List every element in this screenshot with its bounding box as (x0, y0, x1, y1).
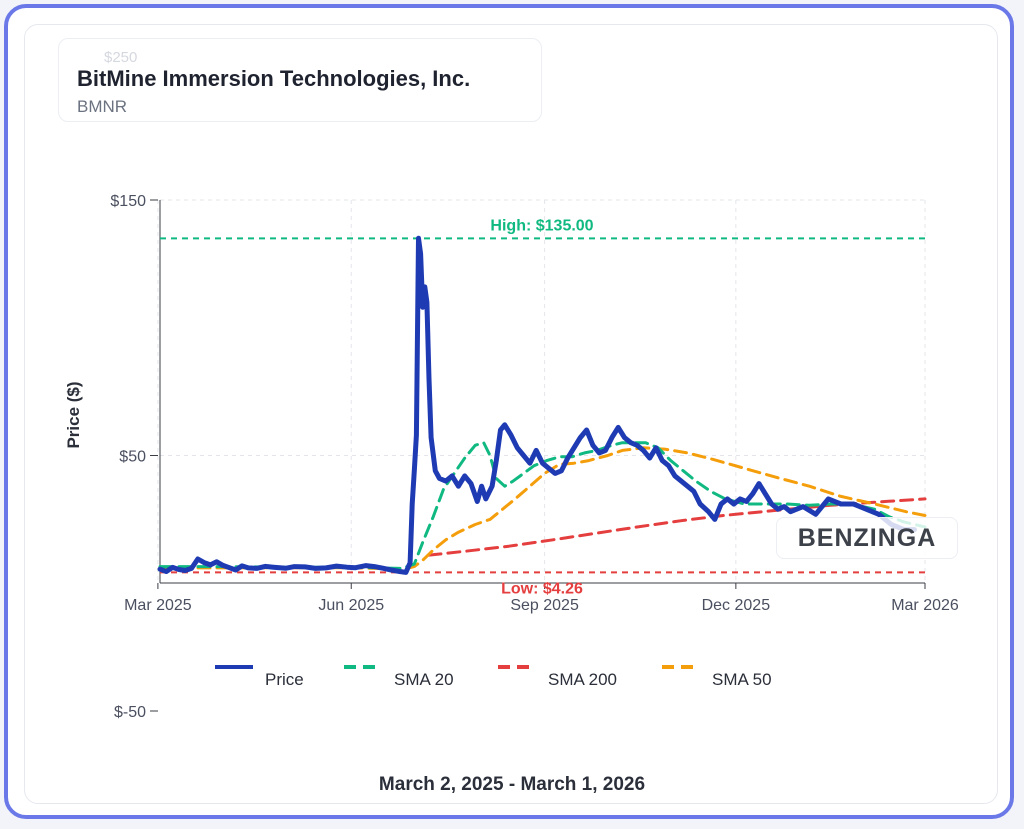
low-label: Low: $4.26 (501, 580, 583, 597)
axis-layer: $-50 $50 $150 Mar 2025 Jun 2025 Sep 2025 Dec 2… (110, 193, 958, 721)
series-line-sma20 (158, 441, 927, 570)
x-tick-label: Mar 2026 (891, 597, 959, 614)
header-box (58, 38, 542, 122)
series-line-sma200 (427, 497, 927, 557)
legend-label: SMA 200 (548, 670, 617, 689)
legend-item-price: Price (215, 665, 304, 689)
x-tick-label: Dec 2025 (702, 597, 771, 614)
legend-item-sma200: SMA 200 (498, 665, 617, 689)
legend-label: SMA 50 (712, 670, 772, 689)
y-tick-label: $50 (119, 449, 146, 466)
legend-item-sma50: SMA 50 (662, 665, 772, 689)
series-layer (157, 235, 927, 575)
y-axis-label: Price ($) (64, 381, 83, 448)
legend: Price SMA 20 SMA 200 SMA 50 (215, 665, 772, 689)
series-line-price (157, 235, 917, 575)
chart-card (24, 24, 998, 804)
legend-label: SMA 20 (394, 670, 454, 689)
x-tick-label: Sep 2025 (510, 597, 579, 614)
reference-lines: High: $135.00 Low: $4.26 (160, 217, 925, 597)
company-name: BitMine Immersion Technologies, Inc. (77, 66, 471, 91)
high-label: High: $135.00 (490, 217, 593, 234)
legend-item-sma20: SMA 20 (344, 665, 454, 689)
y-tick-label: $150 (110, 193, 146, 210)
ghost-tick-label: $250 (104, 49, 138, 66)
ticker-symbol: BMNR (77, 97, 128, 116)
benzinga-watermark: BENZINGA (776, 517, 958, 559)
x-tick-label: Mar 2025 (124, 597, 192, 614)
x-tick-label: Jun 2025 (318, 597, 384, 614)
y-tick-label: $-50 (114, 704, 146, 721)
legend-label: Price (265, 670, 304, 689)
date-range: March 2, 2025 - March 1, 2026 (378, 774, 646, 795)
